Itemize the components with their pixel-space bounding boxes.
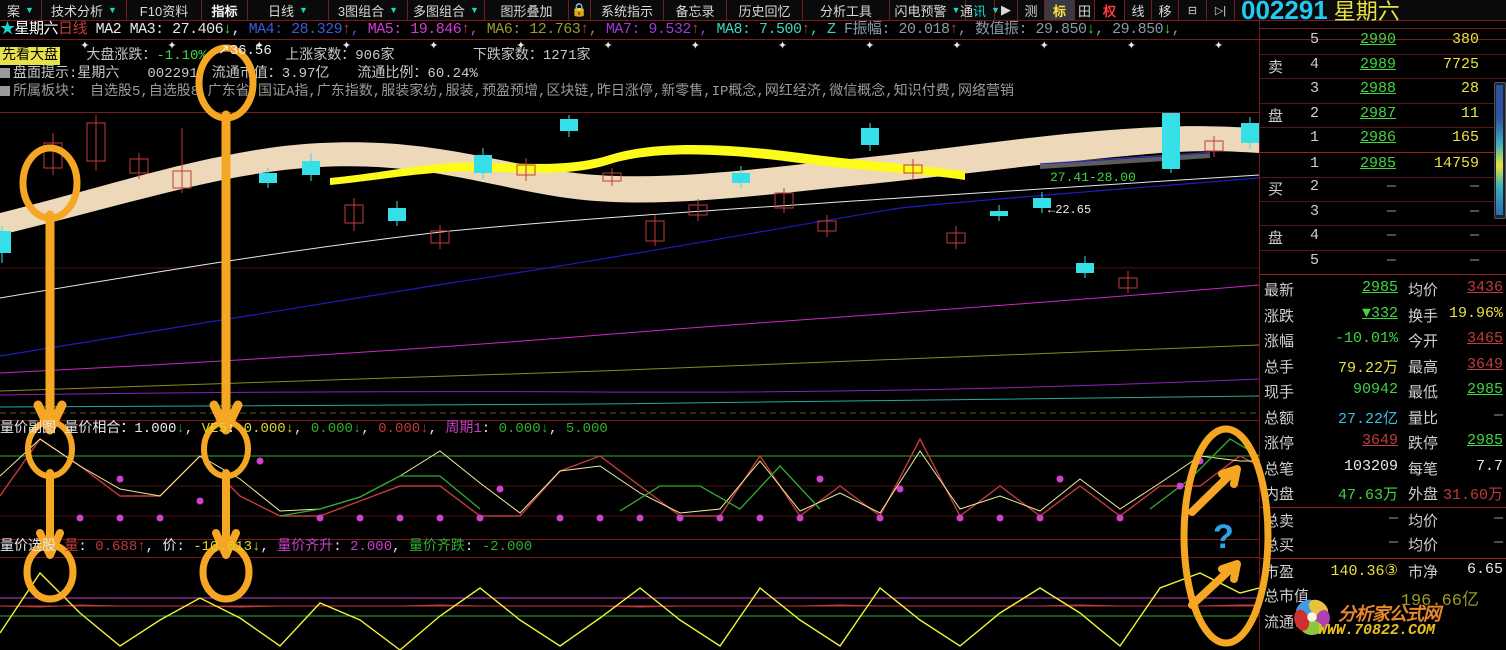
svg-text:←22.65: ←22.65 (1048, 203, 1091, 217)
svg-text:27.41-28.00: 27.41-28.00 (1050, 170, 1136, 185)
